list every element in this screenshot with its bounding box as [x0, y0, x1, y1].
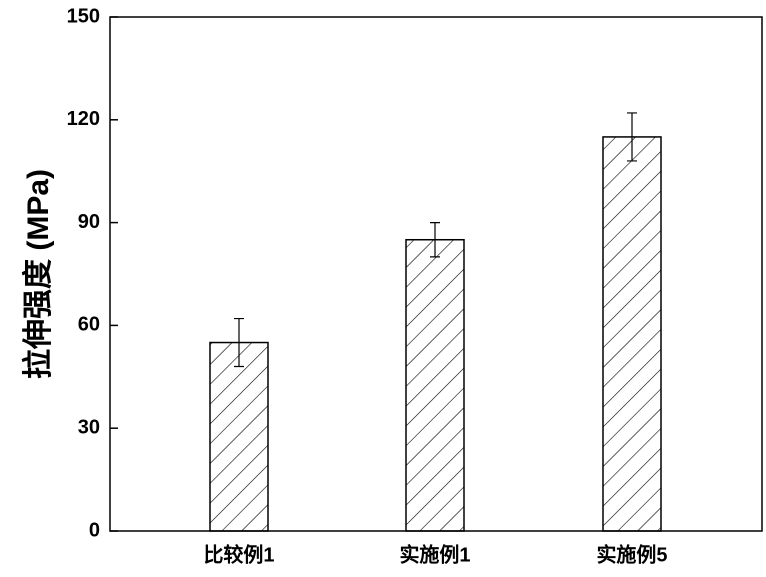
- error-bar: [627, 112, 637, 162]
- y-tick-label: 150: [67, 5, 100, 27]
- y-tick-label: 90: [78, 211, 100, 233]
- bar: [602, 136, 662, 532]
- y-axis-label: 拉伸强度 (MPa): [21, 169, 55, 379]
- x-tick-label: 实施例5: [596, 542, 667, 566]
- y-tick-label: 0: [89, 519, 100, 541]
- y-tick-label: 120: [67, 108, 100, 130]
- x-tick-label: 比较例1: [203, 542, 274, 566]
- y-tick-label: 30: [78, 416, 100, 438]
- y-tick-label: 60: [78, 314, 100, 336]
- error-bar: [430, 222, 440, 258]
- error-bar: [234, 317, 244, 368]
- x-tick-label: 实施例1: [399, 542, 470, 566]
- bar: [405, 238, 465, 532]
- bar: [209, 341, 269, 532]
